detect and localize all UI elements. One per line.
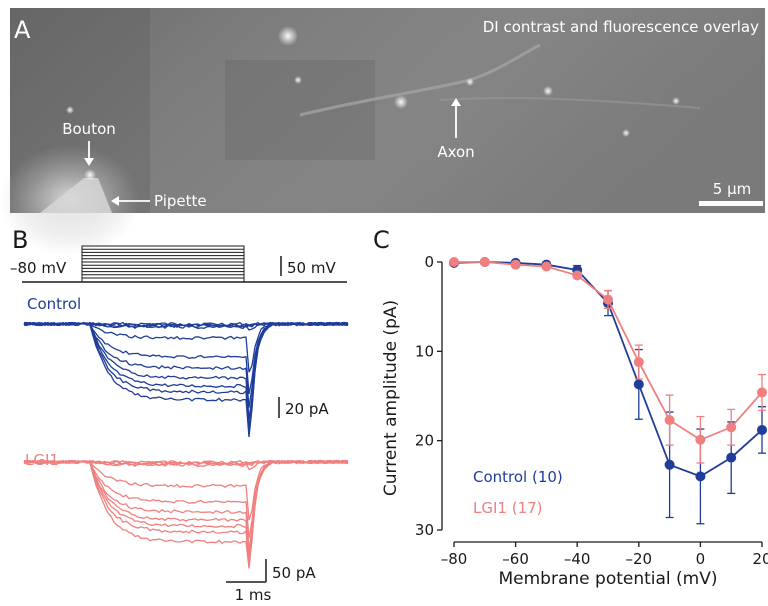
x-tick-label: –60 xyxy=(502,550,529,568)
fluorescent-spot xyxy=(66,106,74,114)
fluorescent-spot xyxy=(278,26,298,46)
control-trace xyxy=(23,321,349,408)
voltage-scale-label: 50 mV xyxy=(287,259,336,277)
legend-lgi1: LGI1 (17) xyxy=(473,499,543,517)
data-point xyxy=(510,259,521,270)
data-point xyxy=(757,387,767,398)
axon-arrow-head xyxy=(451,98,461,106)
data-point xyxy=(572,270,583,281)
data-point xyxy=(449,257,459,267)
data-point xyxy=(726,422,737,433)
panel-b: B –80 mV 50 mV Control 20 pA LGI1 50 pA … xyxy=(10,226,349,604)
data-point xyxy=(633,357,644,368)
data-point xyxy=(664,459,675,470)
bouton-arrow-head xyxy=(84,158,94,166)
fluorescent-spot xyxy=(622,129,630,137)
protocol-step xyxy=(81,264,245,282)
data-point xyxy=(633,379,644,390)
x-tick-label: –40 xyxy=(564,550,591,568)
lgi1-label: LGI1 xyxy=(25,451,59,469)
data-point xyxy=(479,257,490,267)
lgi1-traces xyxy=(23,459,349,569)
protocol-step xyxy=(81,271,245,282)
pipette-arrow-head xyxy=(111,196,119,206)
y-tick-label: 30 xyxy=(415,521,434,539)
bouton-label: Bouton xyxy=(62,120,116,138)
control-trace xyxy=(23,321,349,373)
fluorescent-spot xyxy=(84,169,96,181)
control-trace xyxy=(23,321,349,437)
data-point xyxy=(726,452,737,463)
lgi1-trace xyxy=(23,459,349,566)
lgi1-trace xyxy=(23,459,349,569)
lgi1-trace xyxy=(23,459,349,558)
panel-label-c: C xyxy=(373,226,390,254)
axon-process-2 xyxy=(439,97,701,109)
series-lgi1 xyxy=(449,257,767,464)
data-point xyxy=(664,415,675,426)
axon-process xyxy=(299,43,541,117)
x-tick-label: –80 xyxy=(441,550,468,568)
control-traces xyxy=(23,321,349,437)
panel-label-a: A xyxy=(14,16,31,44)
lgi1-current-scale-label: 50 pA xyxy=(272,564,316,582)
data-point xyxy=(757,424,767,435)
fluorescent-spot xyxy=(466,78,474,86)
micrograph xyxy=(10,8,765,213)
micrograph-shade-mid xyxy=(225,60,375,160)
fluorescent-spot xyxy=(543,86,553,96)
data-point xyxy=(603,294,613,305)
x-tick-label: –20 xyxy=(626,550,653,568)
series-line xyxy=(454,261,763,441)
lgi1-trace xyxy=(23,459,349,551)
scalebar xyxy=(699,201,763,206)
y-tick-label: 10 xyxy=(415,342,434,360)
control-trace xyxy=(23,321,349,395)
iv-axes: 0 10 20 30 –80 –60 –40 –20 0 20 xyxy=(415,253,768,568)
axon-label: Axon xyxy=(437,143,474,161)
protocol-step xyxy=(81,245,245,282)
panel-label-b: B xyxy=(12,226,28,254)
x-tick-label: 20 xyxy=(752,550,768,568)
control-current-scale-label: 20 pA xyxy=(285,400,329,418)
y-tick-label: 20 xyxy=(415,432,434,450)
pipette-shape xyxy=(40,178,112,213)
legend-control: Control (10) xyxy=(473,468,563,486)
data-point xyxy=(541,261,552,272)
control-label: Control xyxy=(27,295,81,313)
iv-series xyxy=(449,257,767,525)
pipette-label: Pipette xyxy=(154,192,207,210)
x-axis-title: Membrane potential (mV) xyxy=(499,569,718,589)
x-tick-label: 0 xyxy=(696,550,706,568)
panel-a: A DI contrast and fluorescence overlay B… xyxy=(0,8,765,255)
voltage-protocol xyxy=(22,245,347,283)
fluorescent-spot xyxy=(394,95,408,109)
fluorescent-spot xyxy=(294,76,302,84)
time-scale-label: 1 ms xyxy=(235,586,272,604)
panel-c: C 0 10 20 30 –80 –60 –40 –20 0 20 Membrane potent… xyxy=(373,226,768,589)
data-point xyxy=(695,471,706,482)
micrograph-title: DI contrast and fluorescence overlay xyxy=(483,18,759,36)
y-tick-label: 0 xyxy=(424,253,434,271)
fluorescent-spot xyxy=(672,97,680,105)
y-axis-title: Current amplitude (pA) xyxy=(381,300,401,496)
holding-potential-label: –80 mV xyxy=(10,259,67,277)
scalebar-label: 5 µm xyxy=(713,180,751,198)
data-point xyxy=(695,434,706,445)
